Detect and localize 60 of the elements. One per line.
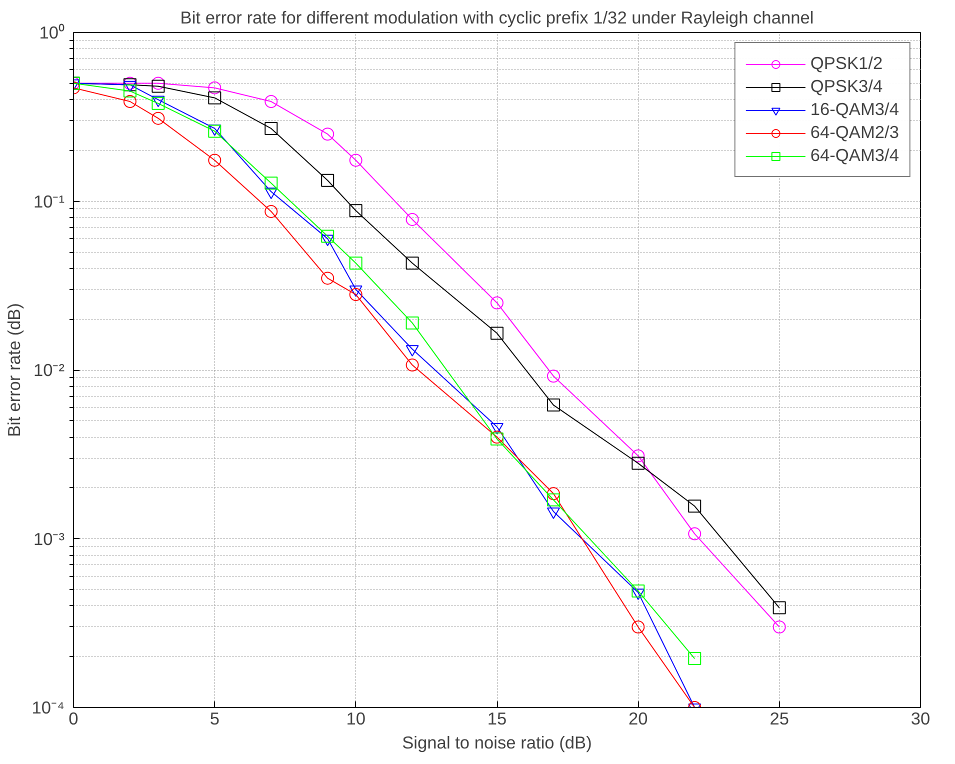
legend-label: 64-QAM3/4	[810, 145, 899, 166]
legend-label: 64-QAM2/3	[810, 122, 899, 143]
point	[406, 316, 419, 330]
point	[349, 154, 362, 167]
point	[688, 500, 702, 513]
point	[349, 256, 362, 270]
point	[321, 272, 334, 285]
y-axis-title: Bit error rate (dB)	[4, 303, 24, 437]
y-tick-label: 10⁻³	[33, 528, 65, 549]
point	[632, 456, 645, 470]
point	[772, 601, 786, 614]
point	[321, 230, 334, 243]
point	[546, 370, 560, 383]
point	[546, 398, 560, 412]
point	[152, 112, 165, 125]
y-tick-label: 10⁻¹	[33, 191, 65, 212]
point	[632, 449, 645, 462]
point	[546, 493, 560, 506]
point	[406, 212, 419, 226]
x-tick-label: 5	[210, 708, 220, 728]
point	[264, 122, 278, 135]
point	[208, 81, 222, 94]
point	[490, 326, 504, 340]
y-tick-label: 10⁻²	[33, 360, 65, 380]
point	[264, 204, 278, 218]
point	[264, 95, 278, 108]
point	[688, 527, 702, 540]
y-tick-label: 10⁻⁴	[32, 698, 65, 718]
point	[152, 80, 165, 93]
point	[208, 154, 222, 167]
point	[321, 128, 334, 141]
x-tick-label: 30	[910, 708, 930, 728]
x-tick-label: 20	[628, 708, 648, 728]
point	[406, 358, 419, 372]
point	[688, 652, 702, 666]
point	[152, 96, 165, 110]
point	[123, 95, 136, 108]
point	[406, 256, 419, 270]
point	[772, 620, 786, 634]
x-axis-title: Signal to noise ratio (dB)	[402, 732, 592, 752]
x-tick-label: 15	[487, 708, 507, 728]
x-tick-label: 25	[770, 708, 789, 728]
point	[349, 288, 362, 302]
chart-title: Bit error rate for different modulation with cyclic prefix 1/32 under Rayleigh channel	[180, 8, 814, 28]
point	[349, 204, 362, 218]
x-tick-label: 10	[346, 708, 366, 728]
point	[546, 487, 560, 500]
point	[632, 620, 645, 634]
legend-label: 16-QAM3/4	[810, 99, 899, 120]
point	[208, 91, 222, 104]
legend-label: QPSK1/2	[810, 53, 883, 74]
legend-label: QPSK3/4	[810, 76, 883, 97]
point	[632, 584, 645, 598]
point	[152, 76, 165, 90]
y-tick-label: 10⁰	[39, 22, 65, 42]
point	[321, 174, 334, 187]
point	[264, 176, 278, 190]
point	[490, 296, 504, 310]
x-tick-label: 0	[68, 708, 78, 728]
point	[123, 84, 136, 98]
